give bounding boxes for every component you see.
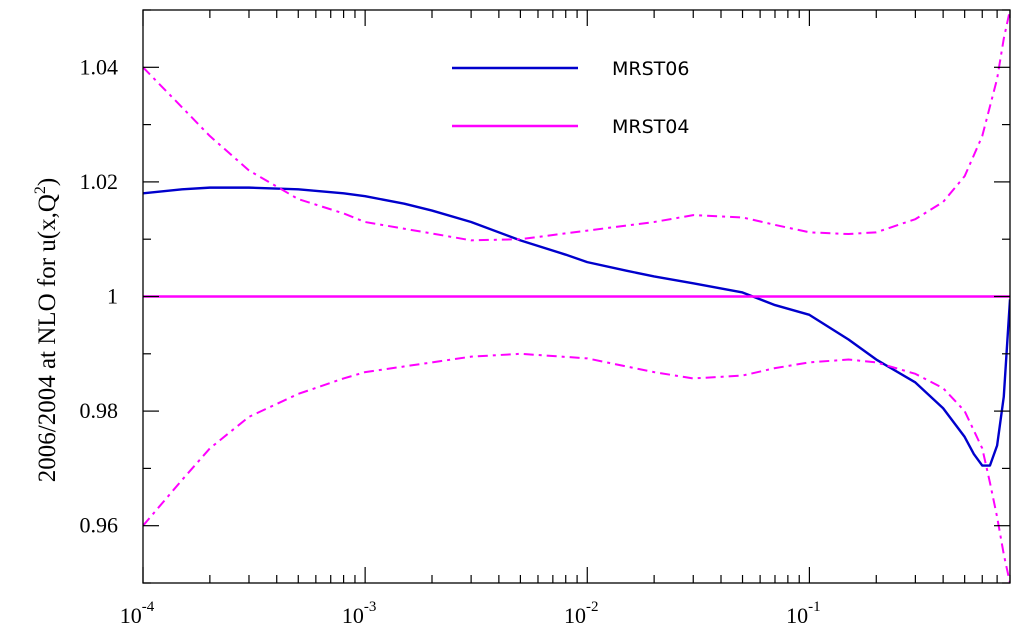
error-band-line-2 — [143, 352, 1010, 583]
y-axis-label: 2006/2004 at NLO for u(x,Q2) — [32, 178, 61, 482]
y-tick-label: 0.98 — [80, 398, 119, 423]
legend-label-mrst06: MRST06 — [612, 58, 689, 80]
error-band-line-1 — [143, 10, 1010, 242]
x-tick-label: 10-2 — [564, 599, 599, 627]
legend-label-mrst04: MRST04 — [612, 116, 689, 138]
x-tick-label: 10-4 — [120, 599, 155, 627]
y-tick-label: 0.96 — [80, 513, 119, 538]
x-tick-label: 10-3 — [342, 599, 377, 627]
y-tick-label: 1 — [107, 284, 118, 309]
y-tick-label: 1.04 — [80, 54, 119, 79]
series-line-mrst06 — [143, 186, 1010, 467]
x-tick-label: 10-1 — [786, 599, 821, 627]
y-tick-label: 1.02 — [80, 169, 119, 194]
